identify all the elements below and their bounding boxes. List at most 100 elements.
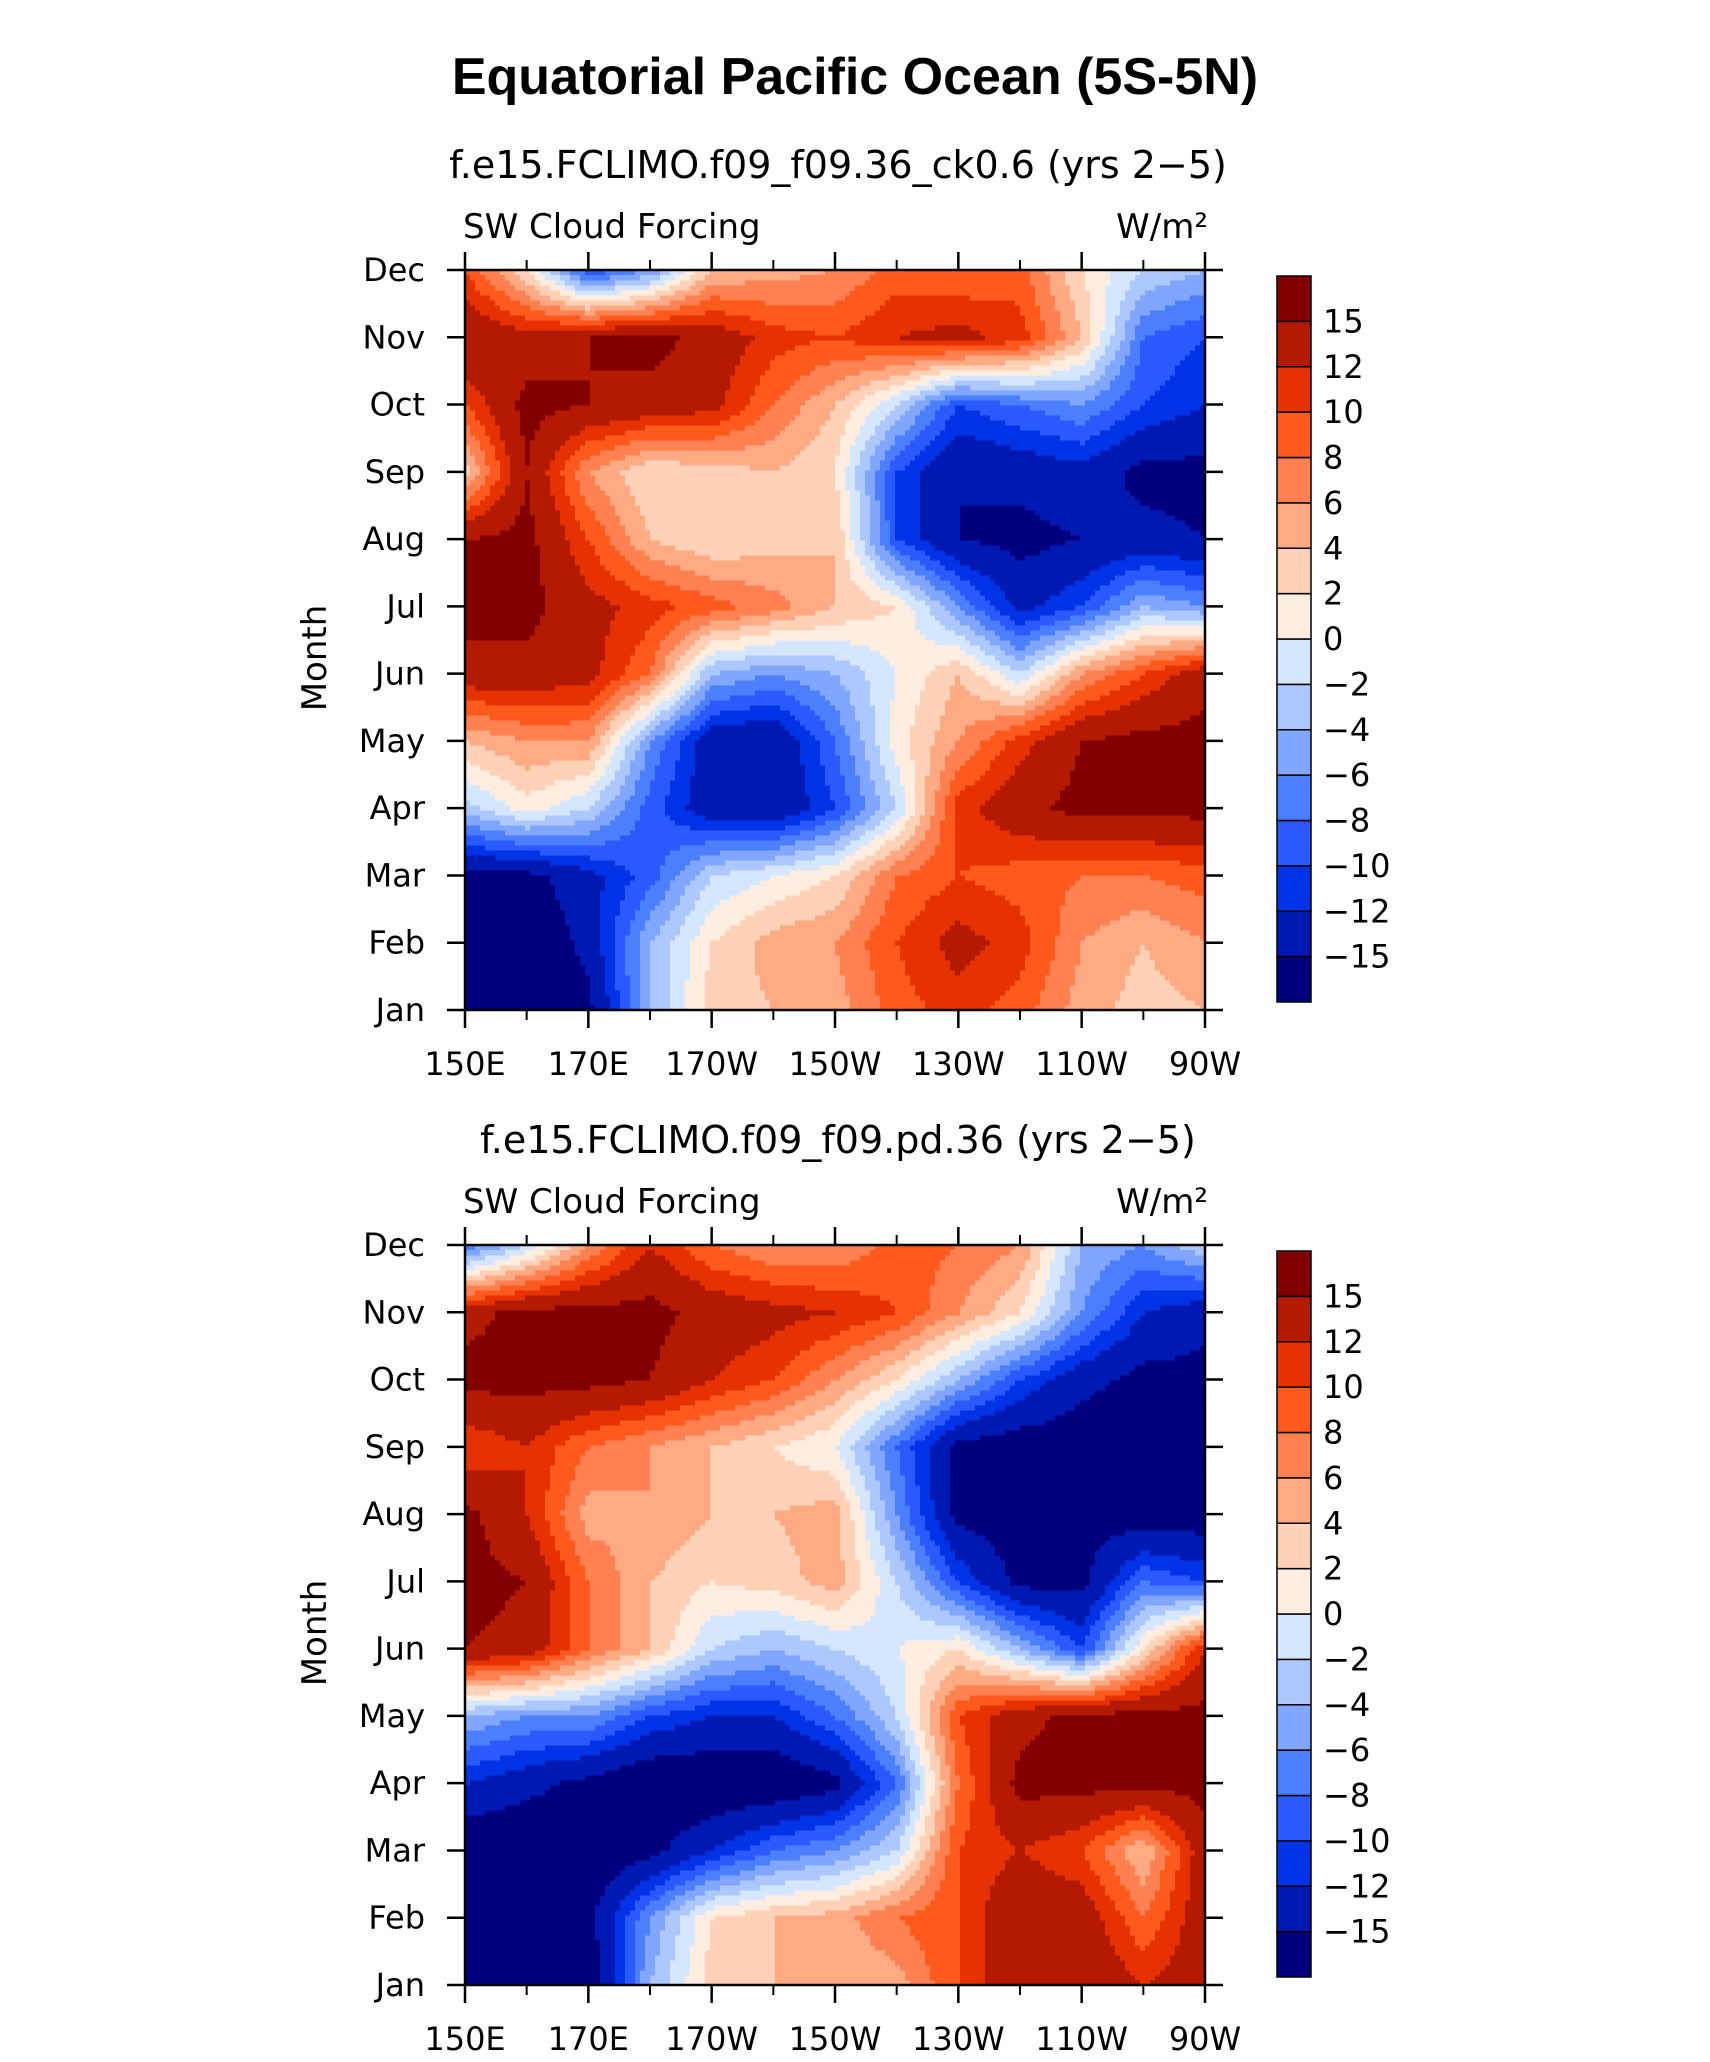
contour-cell [780, 980, 786, 986]
contour-cell [695, 860, 701, 866]
contour-cell [1050, 860, 1056, 866]
contour-cell [865, 975, 871, 981]
contour-cell [1165, 880, 1171, 886]
contour-cell [590, 885, 596, 891]
contour-cell [530, 915, 536, 921]
contour-cell [895, 950, 901, 956]
contour-cell [915, 945, 921, 951]
contour-cell [855, 1000, 861, 1006]
contour-cell [820, 900, 826, 906]
contour-cell [850, 995, 856, 1001]
contour-cell [730, 910, 736, 916]
contour-cell [575, 970, 581, 976]
contour-cell [1025, 955, 1031, 961]
contour-cell [680, 925, 686, 931]
contour-cell [1075, 875, 1081, 881]
contour-cell [670, 965, 676, 971]
contour-cell [1130, 970, 1136, 976]
contour-cell [1120, 905, 1126, 911]
contour-cell [540, 940, 546, 946]
contour-cell [600, 1000, 606, 1006]
contour-cell [595, 950, 601, 956]
contour-cell [930, 930, 936, 936]
contour-cell [835, 995, 841, 1001]
contour-cell [1030, 980, 1036, 986]
contour-cell [770, 985, 776, 991]
contour-cell [1115, 895, 1121, 901]
contour-cell [730, 975, 736, 981]
contour-cell [1145, 940, 1151, 946]
contour-cell [825, 985, 831, 991]
contour-cell [1140, 935, 1146, 941]
contour-cell [485, 895, 491, 901]
contour-cell [790, 1000, 796, 1006]
contour-cell [725, 995, 731, 1001]
contour-cell [805, 920, 811, 926]
contour-cell [715, 905, 721, 911]
contour-cell [1030, 865, 1036, 871]
contour-cell [620, 840, 626, 846]
contour-cell [650, 890, 656, 896]
contour-cell [1155, 890, 1161, 896]
contour-cell [1105, 990, 1111, 996]
contour-cell [920, 950, 926, 956]
contour-cell [840, 1000, 846, 1006]
contour-cell [835, 880, 841, 886]
contour-cell [915, 865, 921, 871]
contour-cell [1170, 905, 1176, 911]
contour-cell [1045, 905, 1051, 911]
contour-cell [525, 925, 531, 931]
contour-cell [825, 930, 831, 936]
contour-cell [710, 900, 716, 906]
contour-cell [620, 935, 626, 941]
contour-cell [910, 870, 916, 876]
contour-cell [855, 930, 861, 936]
contour-cell [720, 975, 726, 981]
contour-cell [985, 865, 991, 871]
contour-cell [1015, 950, 1021, 956]
contour-cell [1055, 985, 1061, 991]
contour-cell [1010, 975, 1016, 981]
contour-cell [875, 910, 881, 916]
contour-cell [615, 870, 621, 876]
contour-cell [930, 935, 936, 941]
contour-cell [1165, 855, 1171, 861]
contour-cell [1045, 875, 1051, 881]
contour-cell [995, 950, 1001, 956]
contour-cell [1100, 1000, 1106, 1006]
contour-cell [1135, 960, 1141, 966]
contour-cell [1095, 865, 1101, 871]
contour-cell [645, 895, 651, 901]
contour-cell [1060, 845, 1066, 851]
contour-cell [1125, 845, 1131, 851]
contour-cell [980, 990, 986, 996]
contour-cell [640, 925, 646, 931]
contour-cell [580, 995, 586, 1001]
contour-cell [525, 915, 531, 921]
contour-cell [600, 845, 606, 851]
contour-cell [590, 1000, 596, 1006]
contour-cell [490, 850, 496, 856]
contour-cell [940, 975, 946, 981]
contour-cell [925, 865, 931, 871]
contour-cell [635, 930, 641, 936]
contour-cell [1010, 875, 1016, 881]
contour-cell [1150, 905, 1156, 911]
contour-cell [540, 855, 546, 861]
contour-cell [1110, 865, 1116, 871]
contour-cell [955, 930, 961, 936]
contour-cell [920, 885, 926, 891]
contour-cell [720, 980, 726, 986]
contour-cell [850, 880, 856, 886]
contour-cell [745, 950, 751, 956]
contour-cell [570, 855, 576, 861]
contour-cell [765, 865, 771, 871]
contour-cell [765, 990, 771, 996]
contour-cell [1155, 945, 1161, 951]
contour-cell [505, 995, 511, 1001]
contour-cell [805, 905, 811, 911]
contour-cell [965, 970, 971, 976]
contour-cell [780, 955, 786, 961]
contour-cell [470, 975, 476, 981]
contour-cell [1145, 995, 1151, 1001]
